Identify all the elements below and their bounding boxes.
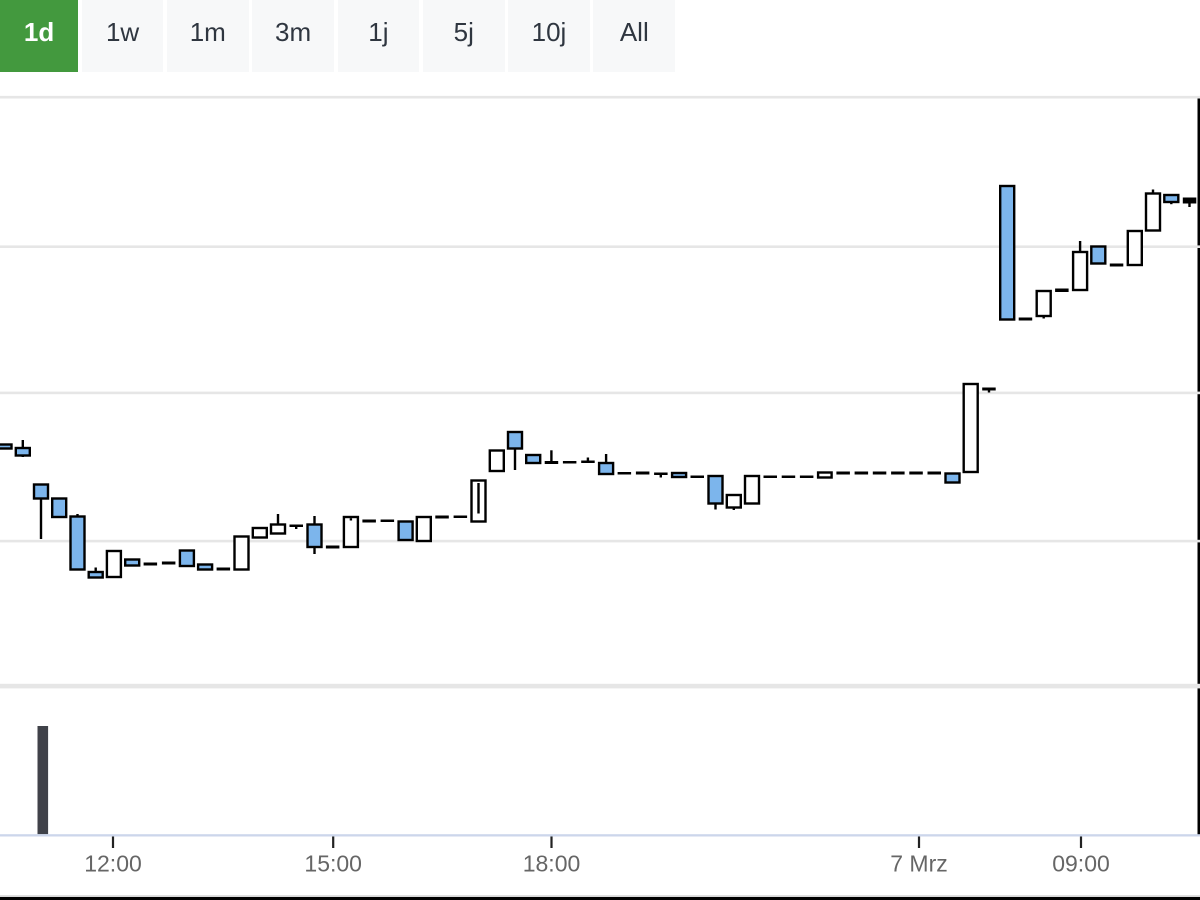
svg-text:15:00: 15:00 [304, 851, 362, 877]
svg-text:09:00: 09:00 [1052, 851, 1110, 877]
svg-text:18:00: 18:00 [523, 851, 581, 877]
svg-text:7 Mrz: 7 Mrz [890, 851, 948, 877]
svg-text:12:00: 12:00 [84, 851, 142, 877]
